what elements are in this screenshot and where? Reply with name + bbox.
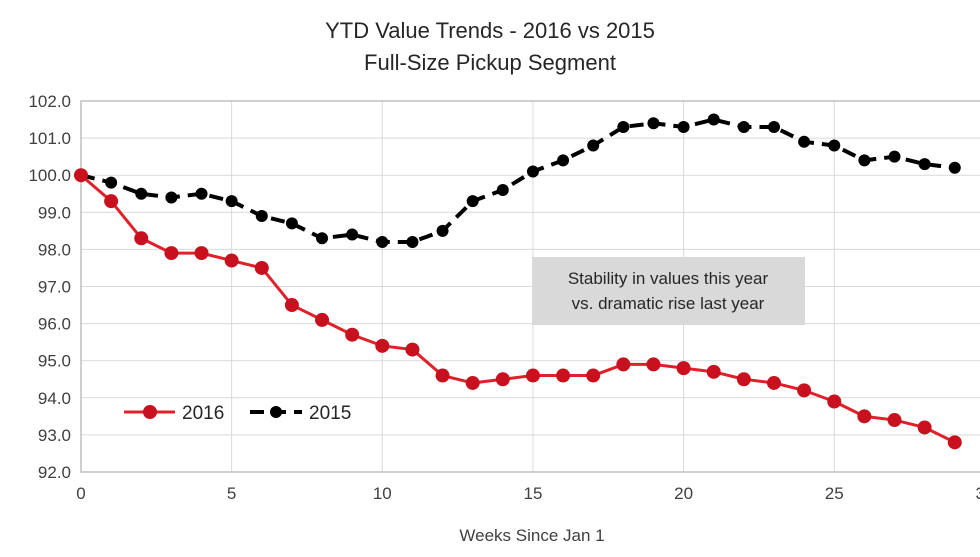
data-point-2016 [616, 357, 631, 372]
data-point-2016 [74, 168, 88, 183]
data-point-2015 [707, 113, 720, 126]
y-tick-label: 95.0 [38, 352, 71, 371]
data-point-2016 [736, 372, 751, 387]
y-tick-label: 93.0 [38, 426, 71, 445]
data-point-2016 [797, 383, 812, 398]
data-point-2015 [587, 139, 600, 152]
data-point-2015 [496, 184, 509, 197]
data-point-2016 [254, 260, 269, 275]
annotation-background [532, 257, 805, 325]
x-tick-label: 5 [227, 484, 236, 503]
data-point-2015 [346, 228, 359, 241]
data-point-2015 [165, 191, 178, 204]
y-tick-label: 97.0 [38, 278, 71, 297]
x-tick-label: 20 [674, 484, 693, 503]
data-point-2016 [556, 368, 571, 383]
data-point-2015 [105, 176, 118, 189]
annotation-line-1: Stability in values this year [568, 269, 769, 288]
x-axis-label: Weeks Since Jan 1 [459, 526, 604, 545]
y-tick-label: 94.0 [38, 389, 71, 408]
annotation-line-2: vs. dramatic rise last year [572, 294, 765, 313]
data-point-2016 [465, 375, 480, 390]
data-point-2016 [194, 246, 209, 261]
data-point-2016 [525, 368, 540, 383]
data-point-2015 [767, 120, 780, 133]
data-point-2015 [195, 187, 208, 200]
x-tick-label: 0 [76, 484, 85, 503]
data-point-2016 [947, 435, 962, 450]
data-point-2015 [828, 139, 841, 152]
data-point-2016 [857, 409, 872, 424]
series-layer [74, 113, 962, 450]
data-point-2016 [375, 338, 390, 353]
data-point-2016 [646, 357, 661, 372]
x-axis-ticks: 0 5 10 15 20 25 30 [76, 484, 980, 503]
legend-2015-label: 2015 [309, 403, 351, 424]
data-point-2016 [586, 368, 601, 383]
data-point-2015 [466, 195, 479, 208]
data-point-2016 [164, 246, 179, 261]
data-point-2015 [436, 224, 449, 237]
data-point-2016 [284, 298, 299, 313]
chart-subtitle: Full-Size Pickup Segment [364, 50, 616, 75]
plot-border [80, 100, 980, 473]
data-point-2015 [376, 235, 389, 248]
x-tick-label: 10 [373, 484, 392, 503]
data-point-2016 [134, 231, 149, 246]
annotation-box: Stability in values this year vs. dramat… [532, 257, 805, 325]
data-point-2015 [557, 154, 570, 167]
y-tick-label: 99.0 [38, 203, 71, 222]
chart-title: YTD Value Trends - 2016 vs 2015 [325, 18, 655, 43]
data-point-2016 [405, 342, 420, 357]
data-point-2016 [887, 413, 902, 428]
gridlines [80, 100, 980, 473]
data-point-2015 [617, 120, 630, 133]
y-tick-label: 92.0 [38, 463, 71, 482]
data-point-2016 [917, 420, 932, 435]
data-point-2015 [858, 154, 871, 167]
x-tick-label: 30 [975, 484, 980, 503]
data-point-2016 [827, 394, 842, 409]
y-tick-label: 100.0 [28, 166, 71, 185]
y-tick-label: 98.0 [38, 240, 71, 259]
data-point-2015 [948, 161, 961, 174]
data-point-2016 [345, 327, 360, 342]
data-point-2016 [224, 253, 239, 268]
data-point-2015 [647, 117, 660, 130]
x-tick-label: 15 [523, 484, 542, 503]
x-tick-label: 25 [825, 484, 844, 503]
legend: 2016 2015 [124, 403, 351, 424]
data-point-2015 [225, 195, 238, 208]
data-point-2015 [285, 217, 298, 230]
data-point-2016 [435, 368, 450, 383]
data-point-2015 [526, 165, 539, 178]
data-point-2016 [104, 194, 119, 209]
legend-2015-marker [270, 406, 282, 418]
data-point-2015 [918, 158, 931, 171]
y-tick-label: 102.0 [28, 92, 71, 111]
legend-2016-marker [143, 405, 157, 419]
data-point-2015 [135, 187, 148, 200]
y-axis-ticks: 92.0 93.0 94.0 95.0 96.0 97.0 98.0 99.0 100.0 101… [28, 92, 71, 482]
data-point-2016 [315, 312, 330, 327]
data-point-2016 [676, 361, 691, 376]
legend-2016-label: 2016 [182, 403, 224, 424]
data-point-2015 [798, 135, 811, 148]
data-point-2015 [888, 150, 901, 163]
data-point-2015 [316, 232, 329, 245]
data-point-2015 [677, 120, 690, 133]
data-point-2015 [406, 235, 419, 248]
data-point-2015 [255, 210, 268, 223]
data-point-2016 [766, 375, 781, 390]
data-point-2016 [495, 372, 510, 387]
y-tick-label: 96.0 [38, 315, 71, 334]
data-point-2015 [737, 120, 750, 133]
data-point-2016 [706, 364, 721, 379]
y-tick-label: 101.0 [28, 129, 71, 148]
